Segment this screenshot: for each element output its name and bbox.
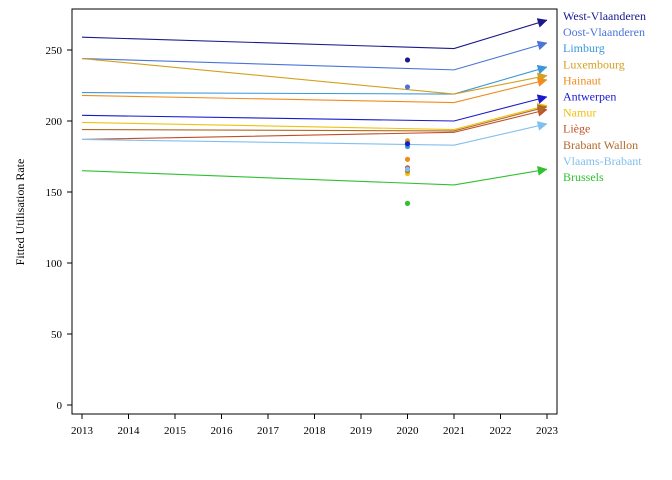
series-line-antwerpen xyxy=(81,96,548,122)
x-tick-label: 2023 xyxy=(536,425,559,437)
x-tick-label: 2020 xyxy=(397,425,420,437)
x-tick-label: 2016 xyxy=(211,425,234,437)
legend-label: Oost-Vlaanderen xyxy=(563,25,645,39)
x-tick-label: 2018 xyxy=(304,425,327,437)
observed-point-2020 xyxy=(404,57,411,63)
plot-border xyxy=(71,8,558,415)
observed-point-2020 xyxy=(404,84,411,90)
series-line-vlaams-brabant xyxy=(81,123,548,146)
legend-label: Hainaut xyxy=(563,73,602,87)
plot-frame xyxy=(71,8,558,415)
series-arrowhead xyxy=(536,40,548,51)
series-line-west-vlaanderen xyxy=(81,19,548,50)
series-arrowhead xyxy=(536,104,548,114)
legend-label: Vlaams-Brabant xyxy=(563,154,642,168)
x-tick-label: 2015 xyxy=(164,425,187,437)
observed-point-2020 xyxy=(404,156,411,162)
x-tick-label: 2022 xyxy=(490,425,512,437)
y-axis: 0 50 100 150 200 250 xyxy=(46,45,72,412)
observed-point-2020 xyxy=(404,166,411,172)
legend-label: Antwerpen xyxy=(563,90,616,104)
legend-label: Brabant Wallon xyxy=(563,138,638,152)
y-tick-label: 250 xyxy=(46,45,63,57)
series-arrowhead xyxy=(536,18,548,28)
series-line-brabant-wallon xyxy=(81,106,548,132)
x-tick-label: 2017 xyxy=(257,425,280,437)
series-arrowhead xyxy=(536,121,548,131)
series-line-oost-vlaanderen xyxy=(81,42,548,71)
series-line-namur xyxy=(81,104,548,131)
observed-point-2020 xyxy=(404,200,411,206)
legend-label: Namur xyxy=(563,106,596,120)
y-tick-label: 100 xyxy=(46,258,63,270)
observed-point-2020 xyxy=(404,141,411,147)
y-tick-label: 0 xyxy=(57,400,63,412)
series-arrowhead xyxy=(537,165,548,176)
y-tick-label: 150 xyxy=(46,187,63,199)
legend-label: Luxembourg xyxy=(563,57,625,71)
y-tick-label: 200 xyxy=(46,116,63,128)
x-tick-label: 2013 xyxy=(71,425,94,437)
legend-label: Limburg xyxy=(563,41,605,55)
points-layer xyxy=(404,57,411,206)
series-layer xyxy=(81,18,548,186)
legend: West-Vlaanderen Oost-Vlaanderen Limburg Lux… xyxy=(563,9,646,184)
series-line-luxembourg xyxy=(81,57,548,95)
series-line-brussels xyxy=(81,168,548,186)
legend-label: West-Vlaanderen xyxy=(563,9,646,23)
legend-label: Liège xyxy=(563,122,590,136)
y-tick-label: 50 xyxy=(51,329,63,341)
series-line-hainaut xyxy=(81,79,548,104)
x-tick-label: 2021 xyxy=(443,425,465,437)
legend-label: Brussels xyxy=(563,170,604,184)
series-arrowhead xyxy=(536,94,548,104)
x-tick-label: 2014 xyxy=(118,425,141,437)
x-axis: 2013 2014 2015 2016 2017 2018 2019 2020 2021 2022… xyxy=(71,414,559,437)
y-axis-title: Fitted Utilisation Rate xyxy=(13,159,27,266)
series-arrowhead xyxy=(536,64,548,75)
series-line-li-ge xyxy=(81,109,548,141)
x-tick-label: 2019 xyxy=(350,425,373,437)
series-arrowhead xyxy=(536,77,548,87)
